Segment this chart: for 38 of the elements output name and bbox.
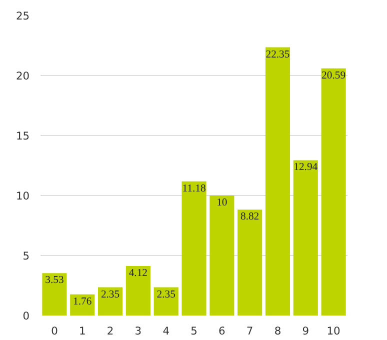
bar bbox=[98, 287, 123, 316]
data-label: 10 bbox=[216, 198, 228, 208]
data-label: 2.35 bbox=[156, 289, 176, 300]
data-label: 22.35 bbox=[266, 49, 290, 60]
bar bbox=[42, 273, 67, 316]
y-tick-label: 10 bbox=[16, 190, 30, 202]
bar bbox=[210, 196, 234, 316]
x-tick-label: 4 bbox=[162, 324, 170, 338]
data-label: 2.35 bbox=[100, 289, 120, 300]
data-label: 20.59 bbox=[322, 70, 346, 82]
bar bbox=[126, 266, 150, 316]
bar bbox=[154, 287, 178, 316]
bar bbox=[238, 210, 262, 316]
x-tick-label: 3 bbox=[134, 324, 142, 338]
data-label: 3.53 bbox=[45, 275, 64, 286]
bar bbox=[265, 47, 290, 316]
data-label: 12.94 bbox=[294, 162, 318, 174]
x-tick-label: 9 bbox=[302, 324, 310, 338]
x-tick-label: 8 bbox=[274, 324, 282, 338]
x-tick-label: 5 bbox=[190, 324, 198, 338]
x-tick-label: 7 bbox=[246, 324, 254, 338]
y-tick-label: 25 bbox=[16, 10, 30, 22]
data-label: 1.76 bbox=[73, 296, 92, 308]
y-tick-label: 15 bbox=[16, 130, 30, 142]
bar bbox=[182, 181, 206, 316]
y-tick-label: 0 bbox=[22, 310, 30, 322]
bar bbox=[321, 68, 346, 316]
data-label: 8.82 bbox=[240, 212, 260, 223]
x-tick-label: 6 bbox=[218, 324, 226, 338]
data-label: 11.18 bbox=[182, 183, 206, 194]
x-tick-label: 1 bbox=[78, 324, 86, 338]
y-tick-label: 5 bbox=[22, 250, 30, 262]
x-tick-label: 0 bbox=[51, 324, 58, 338]
data-label: 4.12 bbox=[128, 268, 148, 280]
y-tick-label: 20 bbox=[16, 70, 30, 82]
bar bbox=[293, 160, 318, 316]
x-tick-label: 10 bbox=[326, 324, 341, 338]
x-tick-label: 2 bbox=[106, 324, 114, 338]
